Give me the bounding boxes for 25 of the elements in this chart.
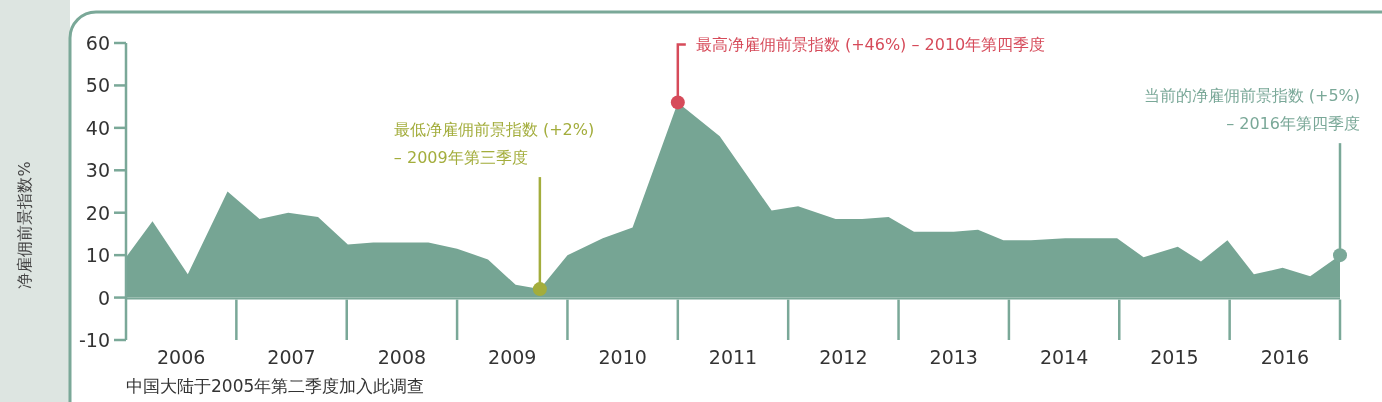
y-tick-label: 20 [85,201,110,224]
y-tick-label: 50 [85,74,110,97]
x-tick-label: 2010 [598,346,647,368]
y-tick-label: 0 [97,286,110,309]
annotation: 当前的净雇佣前景指数 (+5%) – 2016年第四季度 [1143,86,1360,134]
y-tick-label: -10 [78,329,110,351]
x-tick-label: 2014 [1039,346,1089,368]
y-tick-label: 30 [85,159,110,182]
x-tick-label: 2006 [157,346,206,368]
x-tick-label: 2015 [1150,346,1199,368]
x-tick-label: 2009 [488,346,537,368]
y-tick-label: 40 [85,116,110,139]
x-tick-label: 2016 [1260,346,1309,368]
y-axis-title: 净雇佣前景指数% [15,161,34,289]
x-tick-label: 2013 [929,346,978,368]
x-tick-label: 2012 [819,346,868,368]
x-tick-label: 2007 [267,346,316,368]
annotation: 最低净雇佣前景指数 (+2%) – 2009年第三季度 [393,120,595,168]
x-tick-label: 2011 [708,346,758,368]
x-tick-label: 2008 [377,346,427,368]
text: 中国大陆于2005年第二季度加入此调查 [126,376,425,396]
y-tick-label: 10 [85,244,110,267]
y-tick-label: 60 [85,32,110,54]
annotation: 最高净雇佣前景指数 (+46%) – 2010年第四季度 [695,35,1046,55]
point [1333,248,1347,263]
